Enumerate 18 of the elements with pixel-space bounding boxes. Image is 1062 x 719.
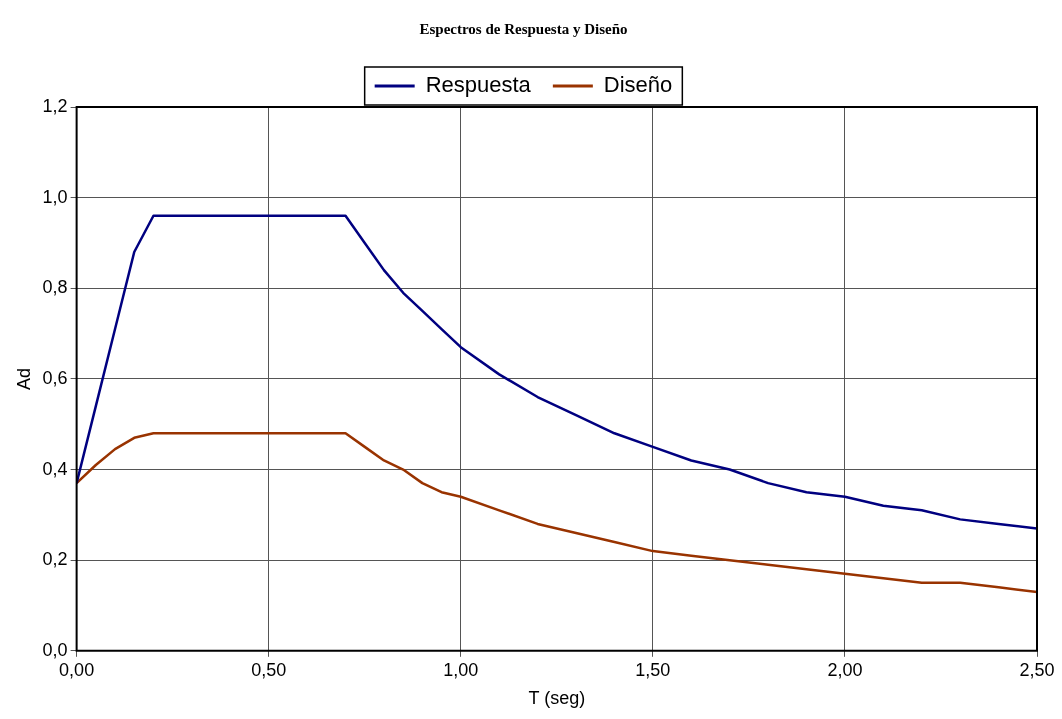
legend-label: Respuesta	[425, 72, 532, 98]
y-tick-label: 0,8	[42, 277, 68, 298]
x-tick-label: 1,00	[443, 659, 479, 680]
y-axis-title: Ad	[13, 367, 34, 390]
y-tick-label: 0,0	[42, 639, 68, 660]
x-tick-label: 0,00	[59, 659, 95, 680]
x-axis-title: T (seg)	[528, 688, 586, 709]
y-tick-label: 1,2	[42, 95, 68, 116]
x-tick-label: 2,50	[1019, 659, 1055, 680]
chart-title: Espectros de Respuesta y Diseño	[419, 20, 628, 37]
x-tick-label: 2,00	[827, 659, 863, 680]
legend-label: Diseño	[603, 72, 673, 98]
x-tick-label: 1,50	[635, 659, 671, 680]
y-tick-label: 0,4	[42, 458, 68, 479]
y-tick-label: 1,0	[42, 186, 68, 207]
x-tick-label: 0,50	[251, 659, 287, 680]
y-tick-label: 0,2	[42, 549, 68, 570]
y-tick-label: 0,6	[42, 367, 68, 388]
